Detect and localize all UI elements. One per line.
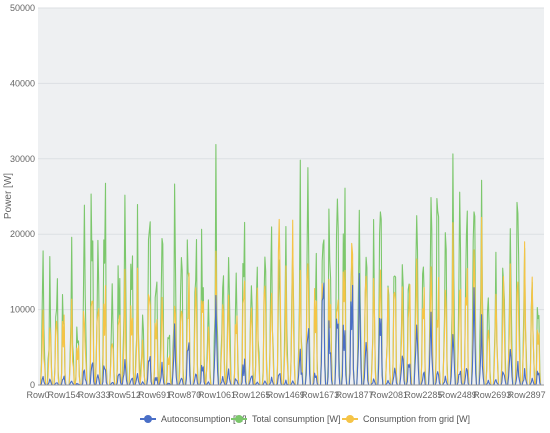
- x-tick-label: Row1061: [198, 390, 236, 400]
- legend[interactable]: Autoconsumption [W] Total consumption [W]…: [140, 414, 470, 424]
- x-tick-label: Row0: [26, 390, 49, 400]
- x-tick-label: Row154: [47, 390, 80, 400]
- legend-item[interactable]: Total consumption [W]: [231, 414, 341, 424]
- legend-dot-marker: [235, 415, 243, 423]
- legend-item[interactable]: Autoconsumption [W]: [140, 414, 247, 424]
- x-tick-label: Row2693: [473, 390, 511, 400]
- x-tick-label: Row2897: [508, 390, 546, 400]
- x-tick-label: Row512: [108, 390, 141, 400]
- x-tick-label: Row691: [138, 390, 171, 400]
- x-tick-label: Row1673: [301, 390, 339, 400]
- x-tick-label: Row2081: [370, 390, 408, 400]
- y-tick-label: 0: [30, 380, 35, 390]
- x-tick-label: Row333: [78, 390, 111, 400]
- y-axis-label: Power [W]: [3, 173, 14, 219]
- legend-dot-marker: [144, 415, 152, 423]
- y-tick-labels: 0 10000 20000 30000 40000 50000: [10, 3, 35, 390]
- legend-label: Autoconsumption [W]: [161, 414, 247, 424]
- x-tick-label: Row2285: [404, 390, 442, 400]
- x-tick-label: Row2489: [439, 390, 477, 400]
- legend-label: Consumption from grid [W]: [363, 414, 470, 424]
- x-tick-label: Row870: [168, 390, 201, 400]
- legend-dot-marker: [346, 415, 354, 423]
- x-tick-label: Row1877: [336, 390, 374, 400]
- legend-item[interactable]: Consumption from grid [W]: [342, 414, 470, 424]
- y-tick-label: 30000: [10, 154, 35, 164]
- y-tick-label: 10000: [10, 305, 35, 315]
- legend-label: Total consumption [W]: [252, 414, 341, 424]
- x-tick-label: Row1469: [267, 390, 305, 400]
- y-tick-label: 40000: [10, 78, 35, 88]
- y-tick-label: 50000: [10, 3, 35, 13]
- x-tick-labels: Row0Row154Row333Row512Row691Row870Row106…: [26, 390, 545, 400]
- y-tick-label: 20000: [10, 229, 35, 239]
- x-tick-label: Row1265: [232, 390, 270, 400]
